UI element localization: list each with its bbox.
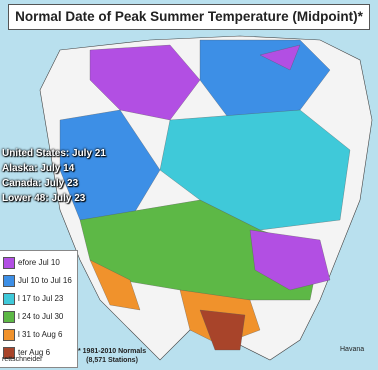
legend-item: efore Jul 10 (3, 257, 60, 269)
legend-swatch (3, 275, 15, 287)
legend-swatch (3, 257, 15, 269)
footnote: * 1981-2010 Normals (8,571 Stations) (78, 347, 146, 365)
credit: rettschneider (2, 356, 43, 363)
region (89, 259, 141, 311)
region (159, 109, 351, 231)
stat: Canada: July 23 (2, 178, 79, 189)
legend-item: ter Aug 6 (3, 347, 50, 359)
legend-swatch (3, 347, 15, 359)
legend-swatch (3, 311, 15, 323)
region (259, 44, 301, 71)
legend-swatch (3, 329, 15, 341)
legend-label: l 17 to Jul 23 (18, 294, 64, 304)
region (199, 309, 246, 351)
region (249, 229, 331, 291)
legend: efore Jul 10 Jul 10 to Jul 16 l 17 to Jul … (0, 250, 78, 368)
stat: United States: July 21 (2, 148, 106, 159)
legend-label: ter Aug 6 (18, 348, 51, 358)
footnote-line: * 1981-2010 Normals (78, 348, 147, 355)
place-label: Havana (340, 346, 365, 353)
footnote-line: (8,571 Stations) (86, 357, 138, 364)
legend-item: l 17 to Jul 23 (3, 293, 63, 305)
stat: Lower 48: July 23 (2, 193, 86, 204)
legend-item: l 24 to Jul 30 (3, 311, 63, 323)
legend-item: Jul 10 to Jul 16 (3, 275, 72, 287)
legend-label: l 31 to Aug 6 (18, 330, 63, 340)
legend-item: l 31 to Aug 6 (3, 329, 62, 341)
legend-label: efore Jul 10 (18, 258, 60, 268)
legend-label: l 24 to Jul 30 (18, 312, 64, 322)
legend-swatch (3, 293, 15, 305)
title: Normal Date of Peak Summer Temperature (… (8, 4, 370, 30)
stat: Alaska: July 14 (2, 163, 75, 174)
legend-label: Jul 10 to Jul 16 (18, 276, 72, 286)
